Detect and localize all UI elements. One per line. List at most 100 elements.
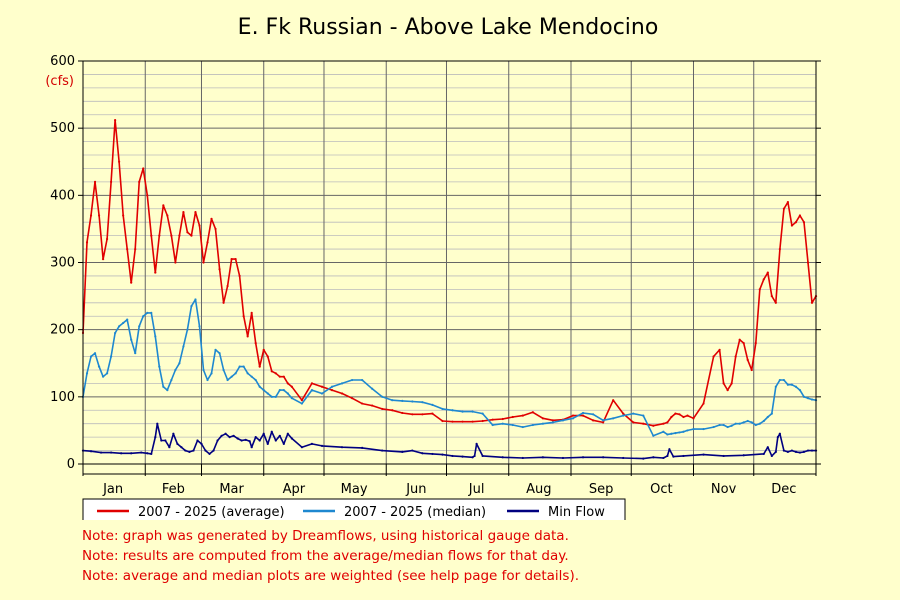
data-point (371, 387, 374, 390)
data-point (401, 411, 404, 415)
data-point (110, 180, 113, 183)
data-point (561, 456, 565, 460)
data-point (97, 214, 101, 217)
data-point (242, 315, 245, 318)
y-tick-label: 0 (67, 457, 75, 472)
y-tick-label: 400 (50, 188, 75, 203)
data-point (278, 389, 281, 392)
data-point (290, 437, 293, 440)
x-tick-label: Dec (771, 482, 796, 497)
data-point (501, 456, 504, 459)
data-point (461, 455, 464, 458)
data-point (206, 241, 209, 244)
data-point (790, 449, 794, 452)
data-point (782, 449, 785, 452)
data-point (591, 413, 595, 416)
data-point (746, 358, 749, 361)
data-point (130, 452, 133, 455)
data-point (164, 439, 167, 442)
data-point (742, 421, 745, 424)
data-point (340, 392, 344, 395)
data-point (105, 237, 109, 241)
x-tick-label: Jun (405, 482, 426, 497)
legend: 2007 - 2025 (average) 2007 - 2025 (median… (82, 498, 626, 520)
data-point (622, 414, 625, 417)
data-point (798, 389, 802, 392)
data-point (99, 451, 103, 454)
data-point (258, 385, 261, 388)
data-point (244, 438, 247, 441)
data-point (770, 412, 773, 415)
data-point (451, 409, 454, 412)
data-point (750, 368, 753, 372)
data-point (270, 370, 273, 373)
data-point (652, 456, 655, 459)
data-point (236, 437, 239, 440)
data-point (778, 378, 781, 382)
data-point (738, 422, 741, 425)
data-point (286, 432, 289, 435)
data-point (118, 160, 121, 163)
data-point (114, 119, 117, 122)
data-point (674, 412, 677, 415)
data-point (712, 425, 715, 429)
data-point (581, 456, 585, 459)
data-point (184, 449, 187, 452)
data-point (441, 453, 444, 456)
data-point (692, 417, 695, 420)
data-point (262, 348, 265, 351)
data-point (330, 385, 334, 388)
data-point (242, 365, 245, 368)
data-point (186, 231, 189, 234)
data-point (730, 382, 733, 385)
data-point (702, 427, 705, 431)
data-point (218, 352, 221, 355)
data-point (266, 392, 269, 395)
data-point (170, 234, 173, 237)
data-point (670, 415, 673, 419)
data-point (93, 352, 97, 355)
data-point (194, 211, 197, 214)
data-point (282, 389, 285, 392)
data-point (202, 368, 205, 372)
data-point (794, 385, 798, 388)
data-point (89, 214, 93, 217)
data-point (310, 382, 314, 385)
data-point (154, 335, 157, 338)
data-point (381, 395, 384, 398)
data-point (666, 421, 669, 424)
data-point (234, 258, 237, 261)
data-point (202, 261, 205, 264)
data-point (786, 383, 789, 386)
data-point (214, 227, 217, 231)
data-point (142, 167, 145, 170)
data-point (222, 368, 225, 372)
data-point (511, 415, 514, 419)
data-point (770, 454, 773, 458)
data-point (551, 419, 555, 422)
data-point (581, 411, 585, 415)
data-point (794, 221, 798, 224)
chart-axes: 0 100 200 300 400 500 600 Jan Feb Mar Apr May Jun Jul… (50, 54, 821, 497)
data-point (786, 450, 789, 454)
data-point (774, 385, 777, 388)
data-point (182, 345, 185, 348)
data-point (320, 444, 324, 447)
data-point (156, 422, 159, 425)
data-point (93, 180, 97, 183)
data-point (174, 368, 177, 372)
series-line (82, 119, 817, 427)
data-point (798, 214, 802, 217)
data-point (774, 301, 777, 304)
data-point (110, 355, 113, 358)
data-point (401, 450, 404, 454)
data-point (134, 247, 137, 251)
data-point (226, 378, 229, 382)
data-point (730, 424, 733, 427)
flow-chart: E. Fk Russian - Above Lake Mendocino (cf… (45, 15, 821, 520)
data-point (401, 399, 404, 402)
data-point (678, 413, 681, 416)
data-point (481, 419, 484, 423)
data-point (541, 417, 544, 420)
data-point (531, 411, 534, 414)
